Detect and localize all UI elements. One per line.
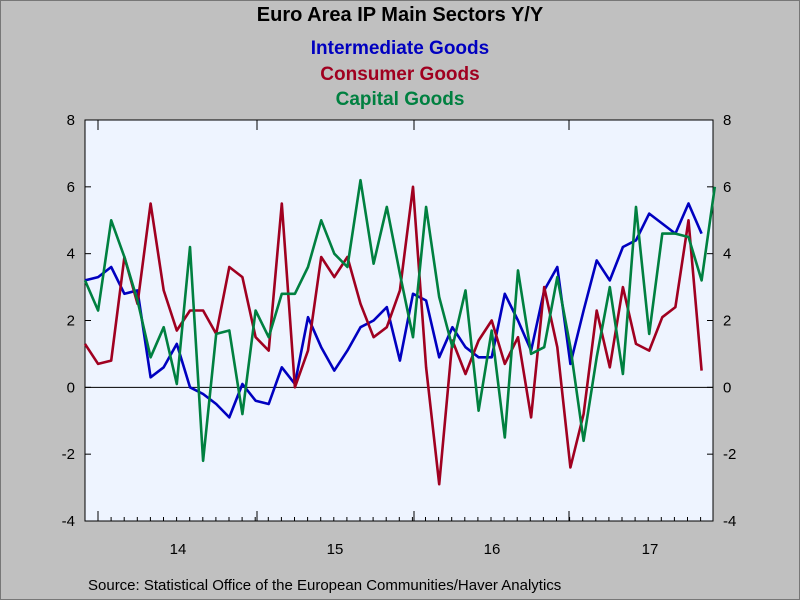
x-tick-label-15: 15 [327, 541, 344, 558]
legend-capital-goods: Capital Goods [335, 89, 465, 110]
y-tick-label-right: 0 [723, 379, 731, 396]
y-tick-label-right: 8 [723, 112, 731, 129]
legend-consumer-goods: Consumer Goods [320, 64, 480, 85]
x-tick-label-17: 17 [642, 541, 659, 558]
y-tick-label-left: -2 [62, 446, 75, 463]
legend-intermediate-goods: Intermediate Goods [310, 38, 490, 59]
y-tick-label-left: 2 [67, 313, 75, 330]
chart-title: Euro Area IP Main Sectors Y/Y [256, 4, 544, 26]
y-tick-label-right: 4 [723, 246, 731, 263]
y-tick-label-left: 0 [67, 379, 75, 396]
y-tick-label-right: 2 [723, 313, 731, 330]
y-tick-label-right: -2 [723, 446, 736, 463]
source-note: Source: Statistical Office of the Europe… [88, 577, 562, 594]
plot-area [84, 119, 714, 522]
x-tick-label-14: 14 [170, 541, 187, 558]
y-tick-label-right: 6 [723, 179, 731, 196]
y-tick-label-left: 4 [67, 246, 75, 263]
y-tick-label-right: -4 [723, 513, 736, 530]
y-tick-label-left: 6 [67, 179, 75, 196]
series-line-intermediate-goods [84, 202, 703, 419]
series-line-capital-goods [83, 178, 717, 463]
y-tick-label-left: -4 [62, 513, 75, 530]
series-line-consumer-goods [83, 185, 703, 486]
y-tick-label-left: 8 [67, 112, 75, 129]
x-tick-label-16: 16 [484, 541, 501, 558]
